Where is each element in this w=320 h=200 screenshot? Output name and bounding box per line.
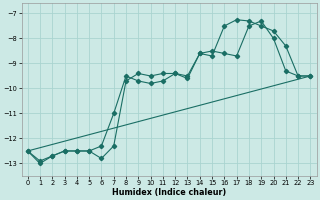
X-axis label: Humidex (Indice chaleur): Humidex (Indice chaleur) <box>112 188 226 197</box>
